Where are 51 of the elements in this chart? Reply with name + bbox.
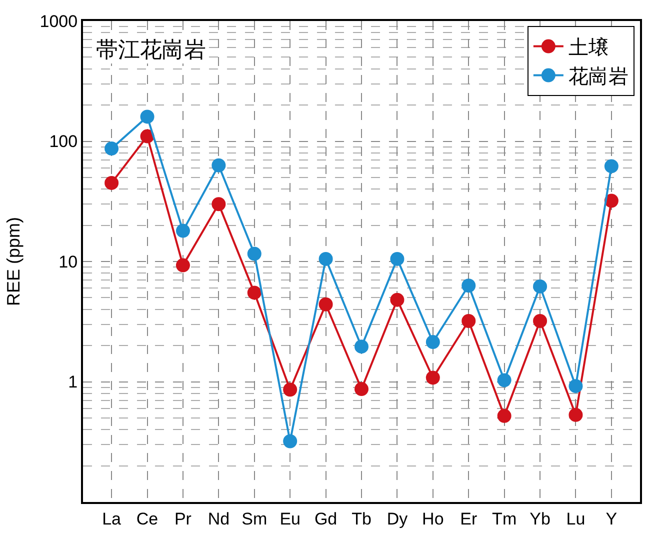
- point: [283, 434, 298, 448]
- point: [247, 246, 262, 261]
- point: [390, 292, 404, 307]
- y-tick-label: 100: [49, 132, 78, 152]
- x-tick-label: Sm: [242, 509, 268, 528]
- point: [568, 379, 583, 394]
- point: [176, 258, 190, 272]
- x-tick-label: Er: [460, 509, 478, 528]
- x-tick-label: Tm: [492, 509, 517, 528]
- y-tick-label: 1000: [40, 12, 78, 31]
- x-tick-label: Dy: [386, 509, 408, 528]
- x-tick-label: Yb: [530, 509, 550, 528]
- point: [426, 335, 440, 350]
- x-tick-label: Ho: [422, 509, 444, 528]
- text: 帯江花崗岩: [96, 37, 206, 62]
- point: [283, 382, 298, 397]
- x-tick-label: Ce: [136, 509, 158, 528]
- point: [533, 279, 548, 294]
- x-tick-label: Gd: [314, 509, 338, 528]
- point: [462, 314, 476, 328]
- x-tick-label: Y: [606, 509, 618, 528]
- point: [104, 142, 119, 156]
- point: [462, 278, 476, 293]
- point: [212, 158, 226, 172]
- point: [247, 286, 262, 300]
- point: [354, 340, 368, 354]
- point: [497, 373, 512, 388]
- point: [533, 314, 548, 328]
- point: [212, 197, 226, 212]
- point: [497, 408, 512, 423]
- point: [318, 297, 333, 312]
- point: [426, 370, 440, 385]
- point: [104, 176, 119, 190]
- y-tick-label: 10: [58, 252, 78, 272]
- point: [568, 408, 583, 422]
- point: [318, 252, 333, 266]
- x-tick-label: Lu: [566, 509, 586, 528]
- legend-label: 土壌: [568, 36, 608, 60]
- legend-label: 花崗岩: [568, 66, 628, 88]
- x-tick-label: Tb: [352, 509, 372, 528]
- x-tick-label: La: [102, 509, 122, 528]
- x-tick-label: Eu: [280, 509, 300, 528]
- point: [604, 159, 618, 174]
- y-axis-title: REE (ppm): [3, 216, 24, 306]
- x-tick-label: Nd: [208, 509, 230, 528]
- point: [140, 110, 154, 124]
- x-tick-label: Pr: [174, 509, 192, 528]
- point: [354, 382, 368, 396]
- y-tick-label: 1: [68, 372, 78, 392]
- point: [176, 224, 190, 238]
- point: [390, 252, 404, 266]
